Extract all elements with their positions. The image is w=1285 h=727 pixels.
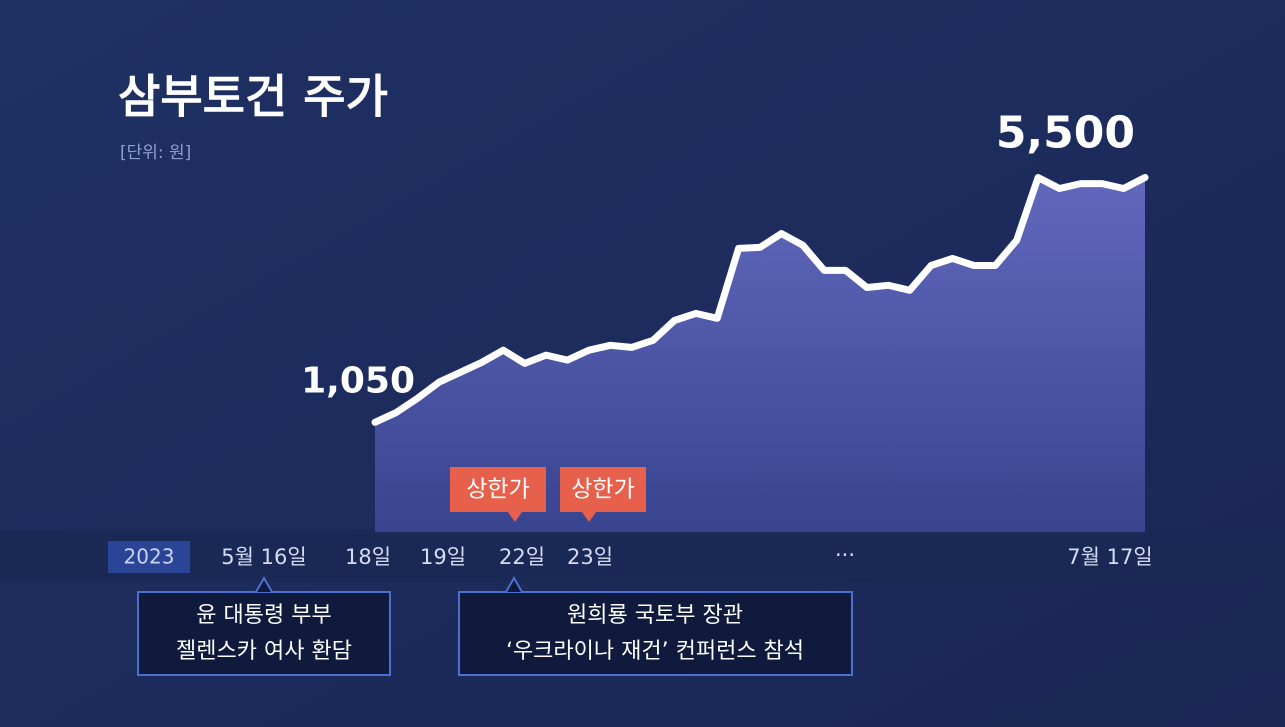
date-label: 18일	[345, 545, 391, 569]
value-label: 1,050	[301, 360, 415, 401]
callout-text: 윤 대통령 부부	[196, 603, 331, 628]
date-label: 22일	[499, 545, 545, 569]
timeline-band	[0, 530, 1285, 582]
callout-pointer	[255, 575, 273, 593]
year-box	[108, 541, 190, 573]
callout-text: 젤렌스카 여사 환담	[176, 639, 352, 664]
date-label: 23일	[567, 545, 613, 569]
tag-box	[560, 467, 646, 512]
callout-text: ‘우크라이나 재건’ 컨퍼런스 참석	[506, 639, 804, 664]
date-label: 19일	[420, 545, 466, 569]
tag-pointer	[582, 512, 596, 522]
callout-box	[458, 591, 853, 676]
area	[375, 177, 1145, 532]
date-label: 5월 16일	[221, 545, 306, 569]
value-label: 5,500	[996, 108, 1135, 159]
tag-box	[450, 467, 546, 512]
year-label: 2023	[124, 545, 175, 569]
line	[371, 174, 1149, 426]
date-label: 7월 17일	[1067, 545, 1152, 569]
callout-box	[137, 591, 391, 676]
plot: 1,050 5,500	[301, 108, 1149, 532]
tag-label: 상한가	[466, 477, 529, 503]
callout-text: 원희룡 국토부 장관	[567, 603, 743, 628]
tag-pointer	[508, 512, 522, 522]
callout-pointer	[505, 575, 523, 593]
chart-subtitle: [단위: 원]	[120, 143, 191, 163]
chart-title: 삼부토건 주가	[118, 70, 388, 124]
tag-label: 상한가	[571, 477, 634, 503]
date-label: ···	[835, 543, 855, 567]
